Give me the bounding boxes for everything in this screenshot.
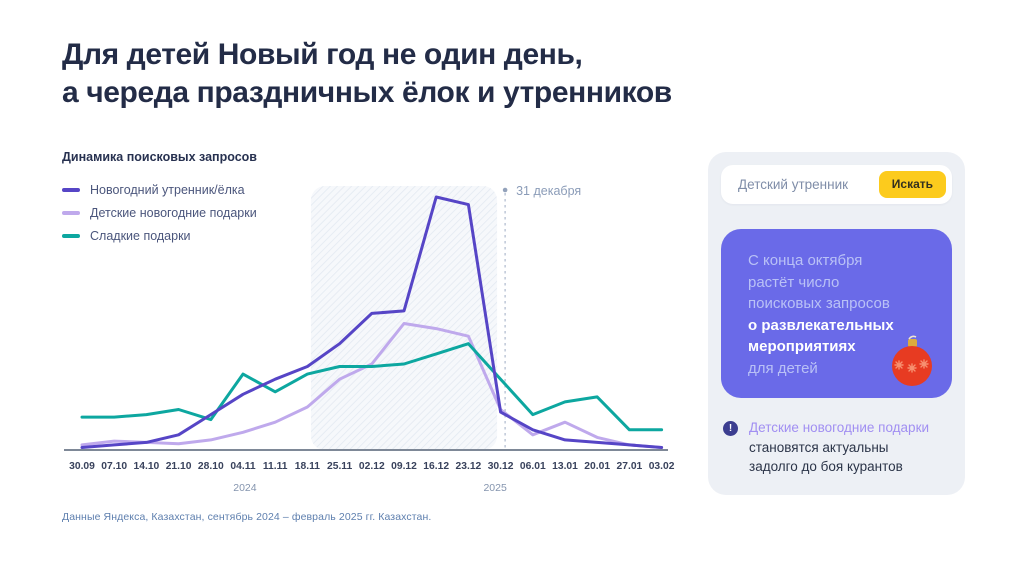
note-line: задолго до боя курантов — [749, 459, 903, 474]
legend-label: Детские новогодние подарки — [90, 206, 257, 220]
legend-label: Новогодний утренник/ёлка — [90, 183, 245, 197]
christmas-ornament-icon — [892, 335, 932, 386]
highlight-region — [310, 186, 498, 450]
callout-line: растёт число — [748, 273, 840, 291]
x-tick-label: 06.01 — [520, 461, 546, 472]
annotation-dot — [502, 187, 508, 193]
search-button[interactable]: Искать — [878, 171, 946, 198]
x-tick-label: 07.10 — [101, 461, 127, 472]
year-label: 2025 — [483, 482, 507, 494]
series-line-1 — [80, 322, 664, 449]
x-tick-label: 21.10 — [166, 461, 192, 472]
x-tick-label: 23.12 — [456, 461, 482, 472]
legend-item: Сладкие подарки — [62, 229, 257, 243]
annotation-label: 31 декабря — [516, 184, 581, 198]
callout-line-bold: мероприятиях — [748, 338, 856, 355]
line-chart: 31 декабря 30.09 07.10 14.10 21.10 28.10 04.11… — [64, 184, 675, 494]
x-tick-label: 28.10 — [198, 461, 224, 472]
chart-title: Динамика поисковых запросов — [62, 150, 257, 164]
x-tick-label: 14.10 — [134, 461, 160, 472]
insight-note: ! Детские новогодние подарки становятся … — [723, 418, 951, 477]
chart-legend: Новогодний утренник/ёлка Детские новогодн… — [62, 183, 257, 243]
x-tick-label: 25.11 — [327, 461, 352, 472]
exclamation-icon: ! — [723, 421, 738, 436]
x-tick-label: 11.11 — [263, 461, 288, 472]
callout-line: С конца октября — [748, 252, 863, 269]
legend-item: Новогодний утренник/ёлка — [62, 183, 257, 197]
search-bar[interactable]: Детский утренник Искать — [721, 165, 952, 204]
legend-item: Детские новогодние подарки — [62, 206, 257, 220]
x-tick-label: 30.09 — [69, 461, 95, 472]
x-tick-label: 30.12 — [488, 461, 514, 472]
x-tick-label: 04.11 — [230, 461, 255, 472]
callout-line: поисковых запросов — [748, 295, 890, 312]
x-tick-label: 20.01 — [584, 461, 610, 472]
legend-swatch — [62, 211, 80, 215]
legend-swatch — [62, 234, 80, 238]
page-title: Для детей Новый год не один день, а чере… — [62, 36, 722, 112]
note-line: становятся актуальны — [749, 439, 889, 455]
x-tick-label: 09.12 — [391, 461, 417, 472]
search-demo-card: Детский утренник Искать С конца октября … — [708, 152, 965, 495]
page-title-line2: а череда праздничных ёлок и утренников — [62, 76, 672, 109]
x-tick-label: 18.11 — [295, 461, 320, 472]
x-tick-label: 02.12 — [359, 461, 385, 472]
page-title-line1: Для детей Новый год не один день, — [62, 38, 583, 71]
x-tick-label: 03.02 — [649, 461, 675, 472]
search-input[interactable]: Детский утренник — [738, 177, 849, 192]
series-line-2 — [80, 342, 664, 432]
year-label: 2024 — [233, 482, 257, 494]
callout-line: для детей — [748, 359, 818, 377]
legend-swatch — [62, 188, 80, 192]
note-highlight: Детские новогодние подарки — [749, 420, 930, 435]
series-line-0 — [80, 195, 664, 449]
insight-callout: С конца октября растёт число поисковых з… — [721, 229, 952, 398]
insight-note-text: Детские новогодние подарки становятся ак… — [749, 418, 951, 477]
insight-callout-text: С конца октября растёт число поисковых з… — [748, 250, 894, 379]
callout-line-bold: о развлекательных — [748, 316, 894, 334]
data-source-note: Данные Яндекса, Казахстан, сентябрь 2024… — [62, 511, 432, 523]
x-tick-label: 13.01 — [552, 461, 578, 472]
legend-label: Сладкие подарки — [90, 229, 191, 243]
x-tick-label: 16.12 — [423, 461, 449, 472]
x-tick-label: 27.01 — [617, 461, 643, 472]
